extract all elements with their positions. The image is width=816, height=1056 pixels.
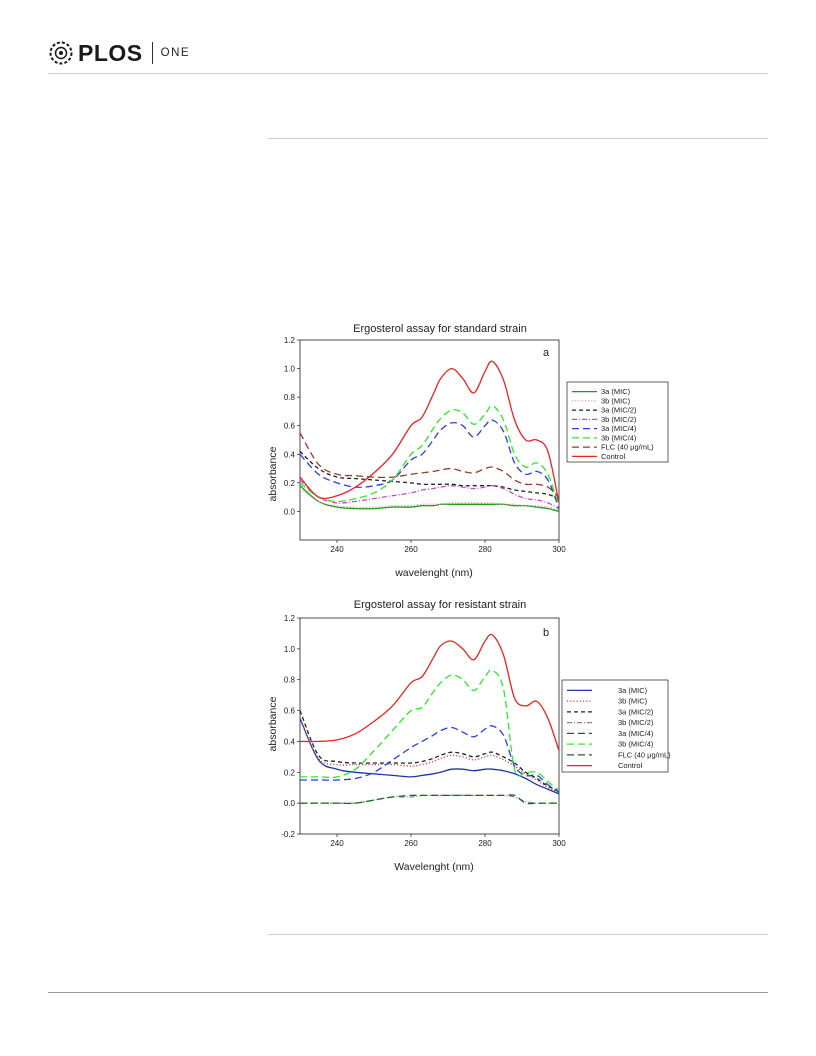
x-tick-label: 280 [478,839,492,848]
legend-label: FLC (40 μg/mL) [601,443,654,452]
figure-bottom-rule [268,934,768,935]
x-tick-label: 300 [552,545,566,554]
legend-label: Control [618,761,643,770]
series-line [300,710,559,792]
series-line [300,488,559,511]
plot-area: -0.2 0.0 0.2 0.4 0.6 0.8 1.0 1.2 240 260 280 300 [281,614,566,848]
series-line [300,419,559,509]
plot-area: 0.0 0.2 0.4 0.6 0.8 1.0 1.2 240 260 280 300 [284,336,566,554]
panel-letter: a [543,347,550,359]
series-line [300,405,559,506]
y-tick-label: 1.2 [284,336,296,345]
x-axis-label: Wavelenght (nm) [394,861,474,873]
figure-top-rule [268,138,768,139]
y-tick-label: 0.8 [284,393,296,402]
y-tick-label: 0.6 [284,422,296,431]
legend-label: 3b (MIC) [601,396,631,405]
footer-rule [48,992,768,993]
x-axis-label: wavelenght (nm) [394,567,473,579]
legend-label: 3b (MIC/2) [618,718,654,727]
series-line [300,794,559,805]
legend-label: Control [601,452,626,461]
x-tick-label: 260 [404,839,418,848]
legend-label: 3a (MIC) [601,387,631,396]
legend-label: 3a (MIC/4) [618,729,654,738]
x-tick-label: 240 [330,545,344,554]
legend-label: 3a (MIC/4) [601,424,637,433]
chart-resistant-strain: Ergosterol assay for resistant strain b … [267,599,671,873]
series-line [300,718,559,793]
plot-frame [299,339,560,541]
chart-title: Ergosterol assay for resistant strain [354,599,526,611]
legend: 3a (MIC) 3b (MIC)3a (MIC/2) 3b (MIC/2) 3a (… [561,679,671,773]
legend-label: 3b (MIC/4) [601,433,637,442]
series-line [300,718,559,795]
legend-box [566,381,669,463]
y-axis-label: absorbance [267,696,279,751]
legend-label: 3b (MIC/4) [618,740,654,749]
y-tick-label: 0.2 [284,768,296,777]
plos-logo-icon [49,41,73,65]
series-line [300,432,559,498]
y-tick-label: 0.6 [284,707,296,716]
legend-label: 3b (MIC) [618,697,648,706]
x-tick-label: 260 [404,545,418,554]
x-tick-label: 300 [552,839,566,848]
legend-label: 3a (MIC/2) [601,406,637,415]
y-tick-label: 0.4 [284,737,296,746]
y-tick-label: 0.0 [284,799,296,808]
x-tick-label: 280 [478,545,492,554]
legend-label: FLC (40 μg/mL) [618,750,671,759]
y-tick-label: 0.8 [284,676,296,685]
legend-label: 3b (MIC/2) [601,415,637,424]
header-rule [48,73,768,74]
legend-label: 3a (MIC) [618,686,648,695]
series-line [300,485,559,513]
y-tick-label: 1.0 [284,645,296,654]
y-axis-label: absorbance [267,446,279,501]
logo-divider [151,42,153,64]
chart-title: Ergosterol assay for standard strain [353,323,527,335]
journal-header: PLOS ONE [48,36,190,70]
panel-letter: b [543,627,549,639]
plot-frame [299,617,560,835]
series-line [300,633,559,751]
y-tick-label: 1.2 [284,614,296,623]
series-line [300,669,559,792]
legend-box [561,679,669,773]
y-tick-label: 0.2 [284,479,296,488]
y-tick-label: -0.2 [281,830,295,839]
series-line [300,360,559,504]
legend-label: 3a (MIC/2) [618,707,654,716]
y-tick-label: 1.0 [284,365,296,374]
chart-standard-strain: Ergosterol assay for standard strain a a… [267,323,669,579]
series-line [300,479,559,510]
legend: 3a (MIC)3b (MIC)3a (MIC/2)3b (MIC/2)3a (… [566,381,669,463]
y-tick-label: 0.0 [284,507,296,516]
x-tick-label: 240 [330,839,344,848]
y-tick-label: 0.4 [284,450,296,459]
brand-name: PLOS [78,39,143,66]
series-line [300,450,559,500]
journal-name: ONE [160,47,191,59]
